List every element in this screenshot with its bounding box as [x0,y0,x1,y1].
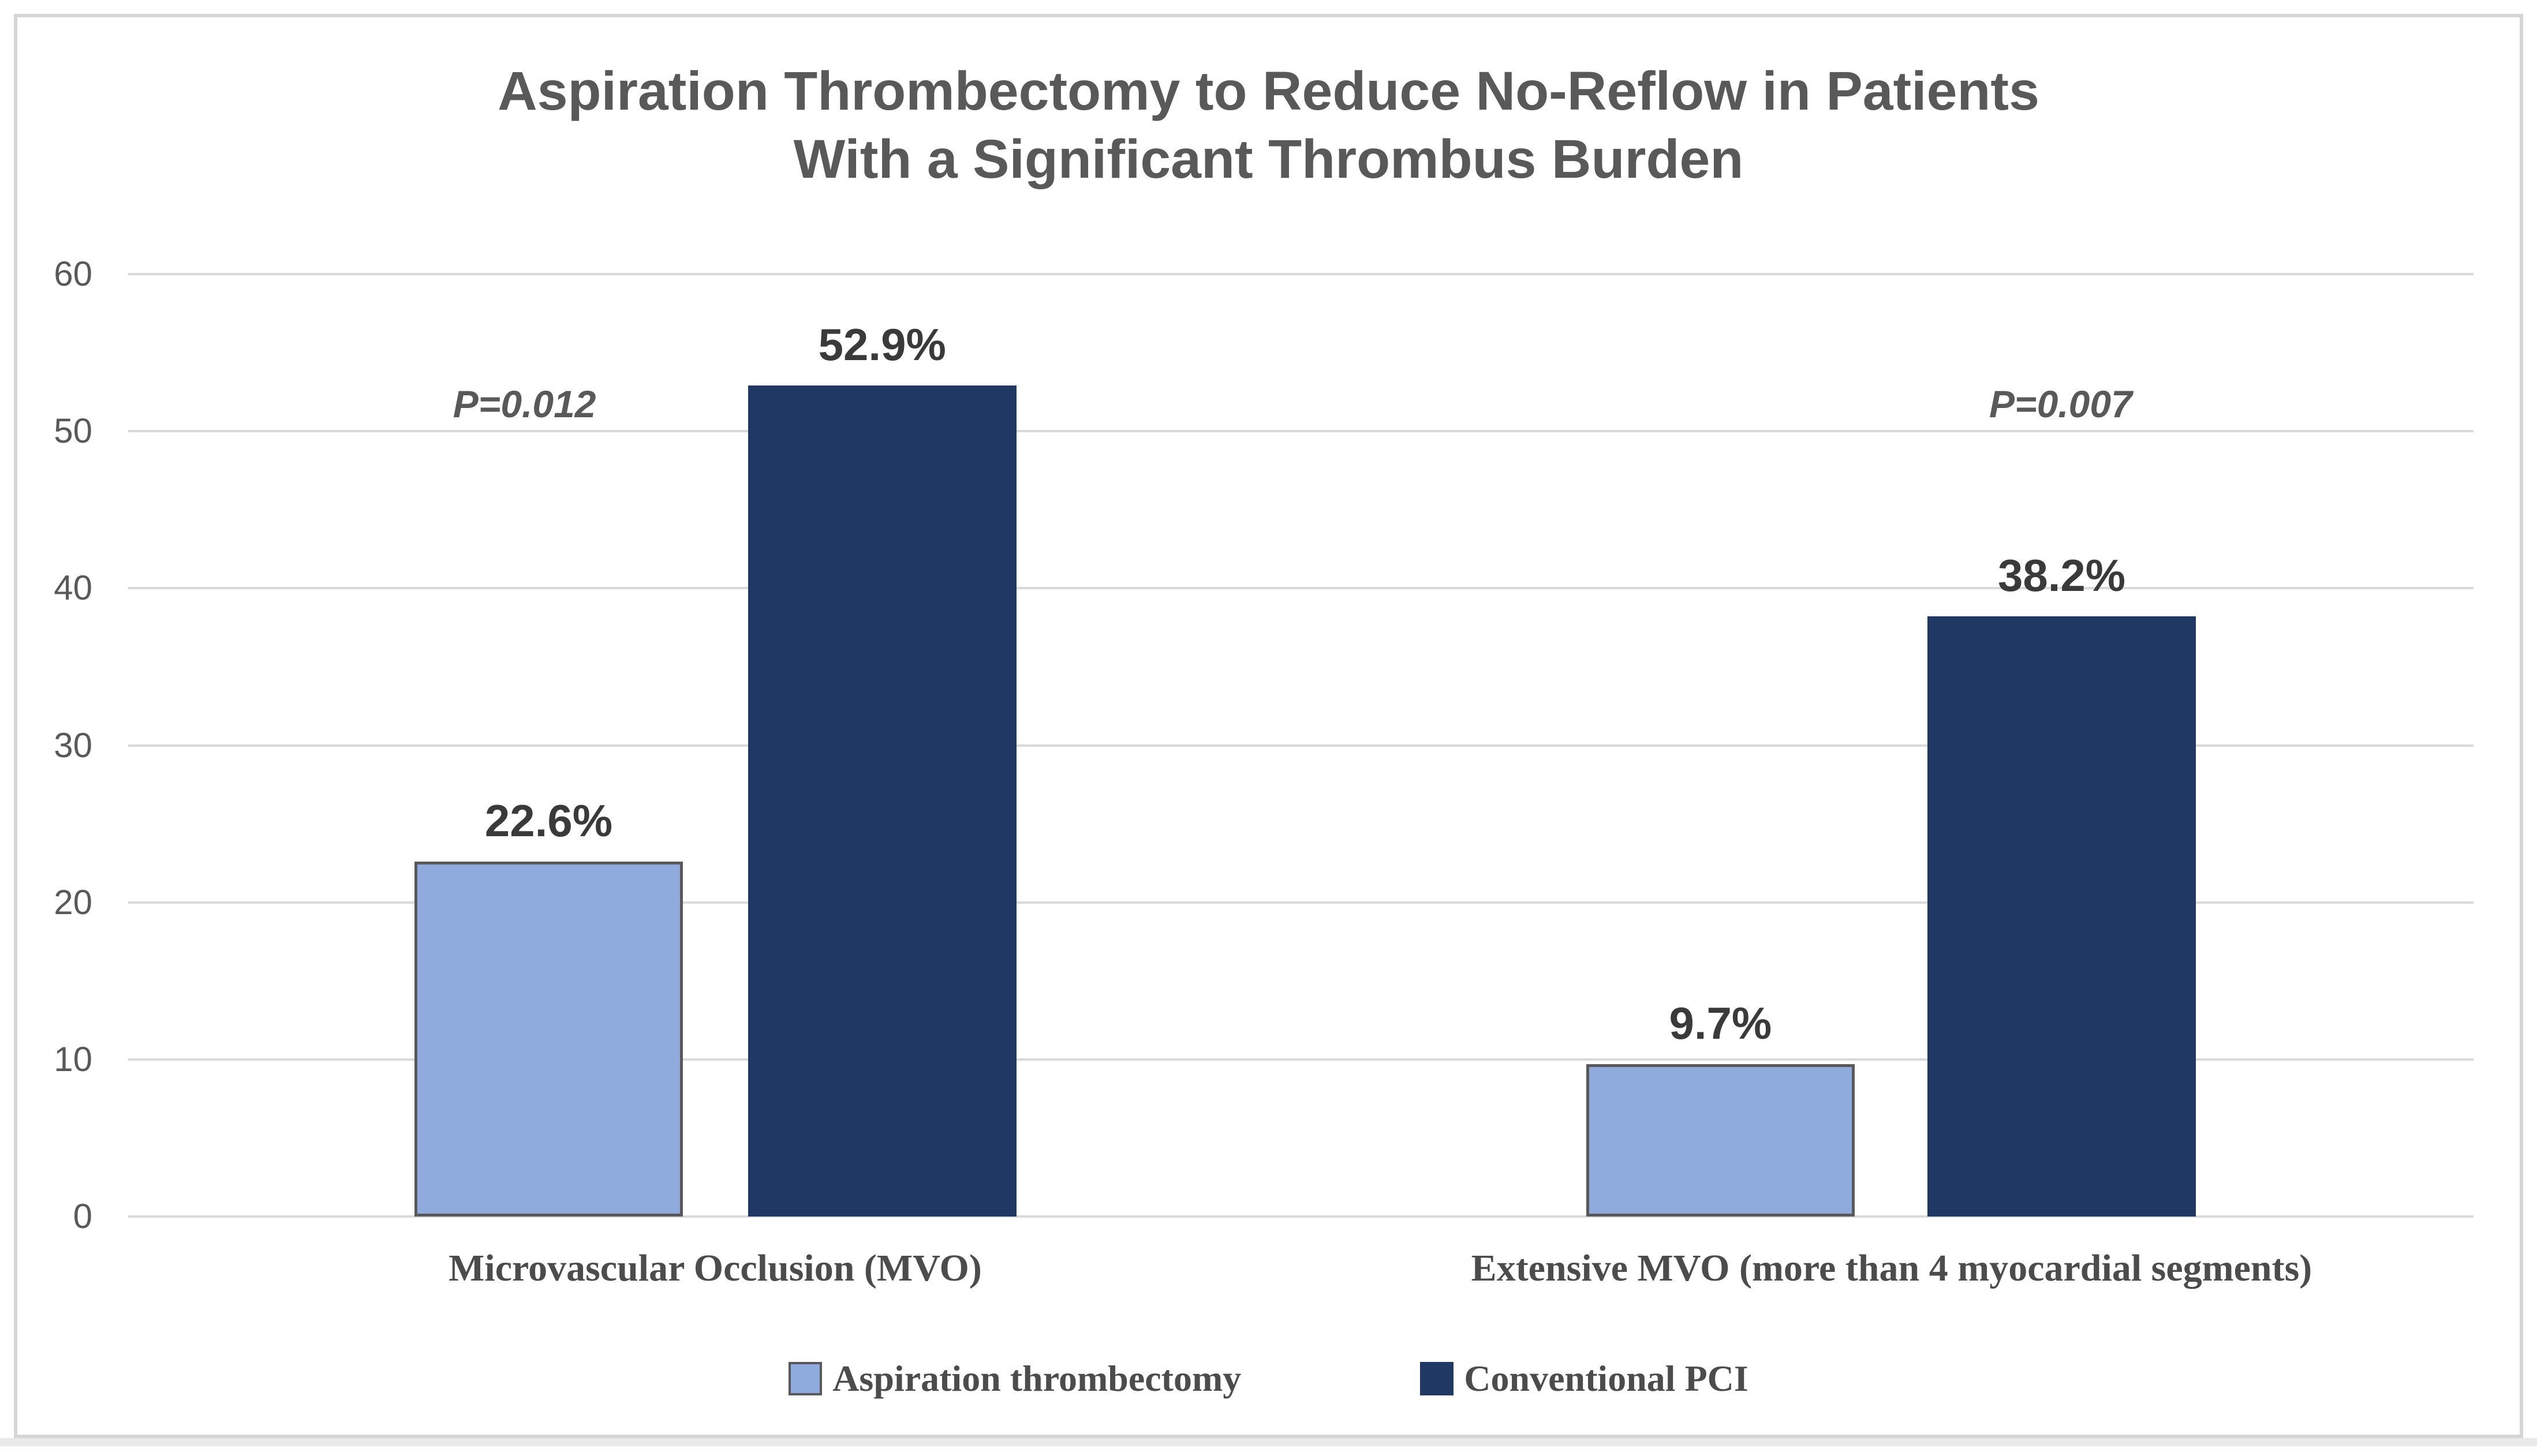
gridline-20 [128,901,2474,904]
legend-item-aspiration-thrombectomy: Aspiration thrombectomy [789,1357,1241,1400]
x-category-label-mvo: Microvascular Occlusion (MVO) [449,1247,982,1289]
legend-label-conventional: Conventional PCI [1464,1358,1748,1399]
gridline-50 [128,430,2474,433]
legend-item-conventional-pci: Conventional PCI [1420,1357,1748,1400]
chart-title: Aspiration Thrombectomy to Reduce No-Ref… [17,58,2520,194]
bar-extensive-aspiration-thrombectomy [1586,1064,1855,1217]
p-value-label-mvo: P=0.012 [453,383,596,426]
gridline-60 [128,273,2474,275]
gridline-30 [128,744,2474,747]
gridline-40 [128,587,2474,590]
legend-label-aspiration: Aspiration thrombectomy [832,1358,1242,1399]
bar-column-extensive-conventional: 38.2% [1927,274,2196,1217]
y-tick-label-50: 50 [54,411,92,451]
p-value-label-extensive: P=0.007 [1989,383,2132,426]
legend-swatch-aspiration-icon [789,1362,823,1395]
legend: Aspiration thrombectomy Conventional PCI [17,1357,2520,1400]
y-tick-label-10: 10 [54,1039,92,1079]
chart-title-line-1: Aspiration Thrombectomy to Reduce No-Ref… [498,61,2039,122]
bar-column-extensive-aspiration: 9.7% [1586,274,1855,1217]
y-tick-label-40: 40 [54,568,92,608]
x-category-label-extensive: Extensive MVO (more than 4 myocardial se… [1471,1247,2312,1289]
y-tick-label-0: 0 [73,1197,92,1236]
gridline-0 [128,1215,2474,1218]
bar-value-label-extensive-aspiration: 9.7% [1669,998,1772,1049]
bar-column-mvo-conventional: 52.9% [748,274,1017,1217]
bar-column-mvo-aspiration: 22.6% [414,274,683,1217]
bar-value-label-mvo-conventional: 52.9% [818,319,946,370]
bar-value-label-mvo-aspiration: 22.6% [484,795,613,846]
bar-mvo-aspiration-thrombectomy [414,861,683,1217]
bottom-band [0,1438,2537,1446]
y-tick-label-20: 20 [54,882,92,922]
bar-mvo-conventional-pci [748,385,1017,1217]
bar-extensive-conventional-pci [1927,616,2196,1217]
gridline-10 [128,1058,2474,1061]
chart-title-line-2: With a Significant Thrombus Burden [793,128,1744,190]
legend-swatch-conventional-icon [1420,1362,1454,1395]
chart-frame: Aspiration Thrombectomy to Reduce No-Ref… [14,14,2523,1438]
y-tick-label-60: 60 [54,254,92,293]
bar-value-label-extensive-conventional: 38.2% [1997,550,2126,601]
y-tick-label-30: 30 [54,725,92,765]
plot-area: 60 50 40 30 20 10 0 22.6% 52.9% 9.7% 38. [54,257,2474,1289]
